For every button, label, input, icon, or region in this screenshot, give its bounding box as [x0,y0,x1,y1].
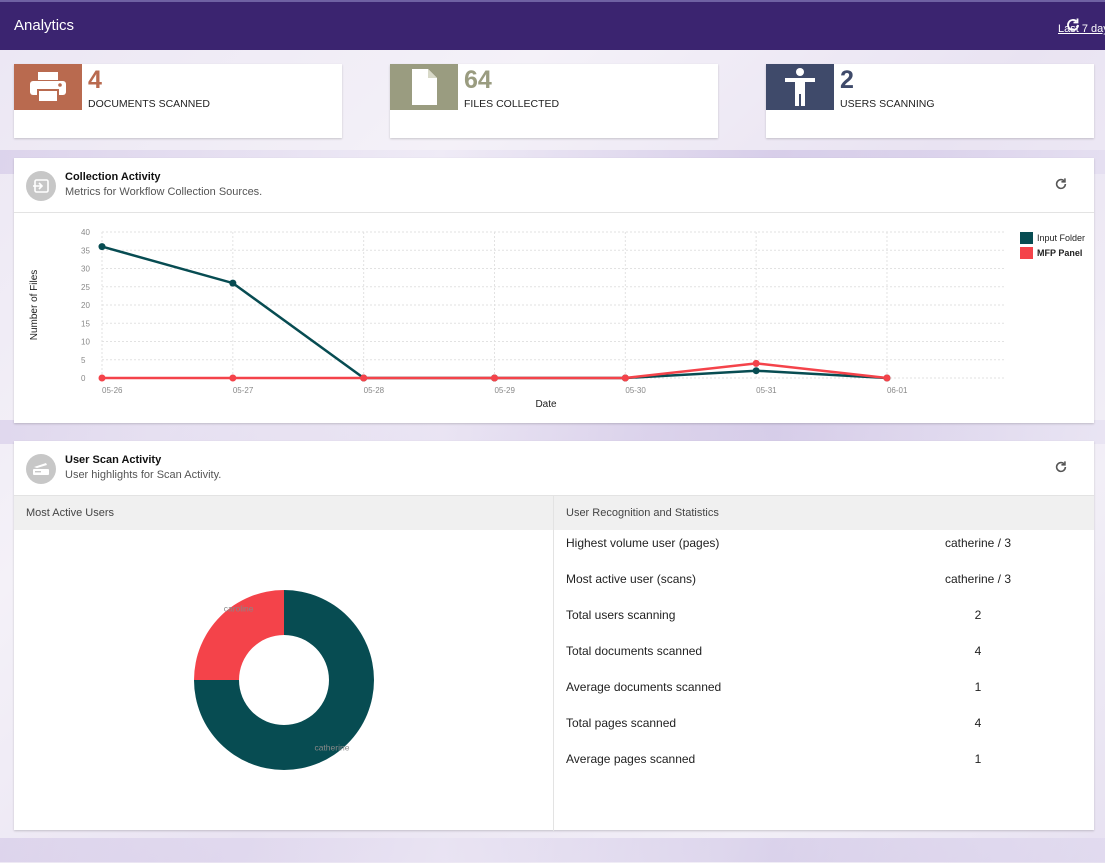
stat-row-value: 4 [974,716,982,730]
y-tick-label: 5 [81,356,86,365]
stat-row: Total documents scanned 4 [554,644,1094,680]
legend-label[interactable]: MFP Panel [1037,248,1082,258]
page-title: Analytics [14,17,75,34]
x-tick-label: 05-27 [233,386,254,395]
y-axis-label: Number of Files [29,270,40,341]
panel-subtitle: Metrics for Workflow Collection Sources. [65,186,263,198]
panel-subtitle: User highlights for Scan Activity. [65,469,222,481]
x-tick-label: 06-01 [887,386,908,395]
stat-row-label: Most active user (scans) [566,572,697,586]
line-chart-svg: 0 5 10 15 20 25 30 35 40 05-26 05-27 05-28 05-29 05-… [29,228,1085,410]
legend-label[interactable]: Input Folder [1037,233,1085,243]
donut-label: catherine [314,742,349,752]
stat-row: Total users scanning 2 [554,608,1094,644]
stat-row-value: catherine / 3 [944,572,1012,586]
refresh-icon[interactable] [1054,177,1068,195]
scan-content: Most Active Users catherine caroline User… [14,496,1094,831]
stat-value: 2 [840,66,854,94]
panel-header: Collection Activity Metrics for Workflow… [14,158,1094,213]
x-tick-label: 05-29 [494,386,515,395]
collection-chart: 0 5 10 15 20 25 30 35 40 05-26 05-27 05-28 05-29 05-… [14,213,1094,423]
y-tick-label: 20 [81,301,90,310]
stat-label: USERS SCANNING [840,98,935,110]
data-point[interactable] [490,374,498,382]
column-header: User Recognition and Statistics [554,496,1094,530]
file-icon [390,64,458,110]
data-point[interactable] [229,374,237,382]
x-axis-label: Date [535,399,557,410]
stat-label: FILES COLLECTED [464,98,560,110]
data-point[interactable] [98,243,106,251]
stat-row-label: Total documents scanned [566,644,703,658]
donut-slice[interactable] [194,590,284,680]
y-tick-label: 15 [81,319,90,328]
stat-row: Average pages scanned 1 [554,752,1094,788]
stat-row-value: 2 [974,608,982,622]
panel-title: User Scan Activity [65,454,162,466]
stat-value: 4 [88,66,102,94]
date-range-link[interactable]: Last 7 days [1058,23,1105,35]
stat-row-label: Average documents scanned [566,680,722,694]
y-tick-label: 10 [81,338,90,347]
stat-row-label: Total users scanning [566,608,676,622]
data-point[interactable] [752,359,760,367]
donut-label: caroline [224,604,254,614]
person-icon [766,64,834,110]
background-decoration [0,838,1105,862]
data-point[interactable] [752,367,760,375]
stat-row: Most active user (scans) catherine / 3 [554,572,1094,608]
background-decoration [0,420,1105,444]
user-statistics: User Recognition and Statistics Highest … [554,496,1094,831]
y-tick-label: 40 [81,228,90,237]
most-active-users: Most Active Users catherine caroline [14,496,554,831]
x-tick-label: 05-31 [756,386,777,395]
stat-row: Highest volume user (pages) catherine / 3 [554,536,1094,572]
refresh-icon[interactable] [1065,17,1081,38]
stat-row: Average documents scanned 1 [554,680,1094,716]
stat-row-value: 4 [974,644,982,658]
input-icon [26,171,56,201]
legend-swatch[interactable] [1020,232,1033,244]
user-scan-activity-panel: User Scan Activity User highlights for S… [14,441,1094,831]
stat-row-label: Average pages scanned [566,752,696,766]
top-app-bar: Analytics Last 7 days [0,0,1105,50]
stat-row-value: 1 [974,752,982,766]
stat-card-files-collected: 64 FILES COLLECTED [390,64,718,138]
y-tick-label: 0 [81,374,86,383]
stat-row-value: catherine / 3 [944,536,1012,550]
x-tick-label: 05-28 [364,386,385,395]
donut-slice[interactable] [194,590,374,770]
stat-row: Total pages scanned 4 [554,716,1094,752]
donut-chart: catherine caroline [194,590,374,770]
data-point[interactable] [883,374,891,382]
stat-card-users-scanning: 2 USERS SCANNING [766,64,1094,138]
panel-header: User Scan Activity User highlights for S… [14,441,1094,496]
panel-title: Collection Activity [65,171,161,183]
data-point[interactable] [98,374,106,382]
x-tick-label: 05-26 [102,386,123,395]
stat-row-value: 1 [974,680,982,694]
legend-swatch[interactable] [1020,247,1033,259]
data-point[interactable] [360,374,368,382]
y-tick-label: 35 [81,246,90,255]
data-point[interactable] [621,374,629,382]
column-header: Most Active Users [14,496,553,530]
x-tick-label: 05-30 [625,386,646,395]
y-tick-label: 30 [81,265,90,274]
stat-value: 64 [464,66,492,94]
stat-card-documents-scanned: 4 DOCUMENTS SCANNED [14,64,342,138]
data-point[interactable] [229,279,237,287]
stat-label: DOCUMENTS SCANNED [88,98,210,110]
stat-row-label: Highest volume user (pages) [566,536,720,550]
collection-activity-panel: Collection Activity Metrics for Workflow… [14,158,1094,423]
refresh-icon[interactable] [1054,460,1068,478]
scanner-icon [26,454,56,484]
printer-icon [14,64,82,110]
stat-row-label: Total pages scanned [566,716,677,730]
y-tick-label: 25 [81,283,90,292]
